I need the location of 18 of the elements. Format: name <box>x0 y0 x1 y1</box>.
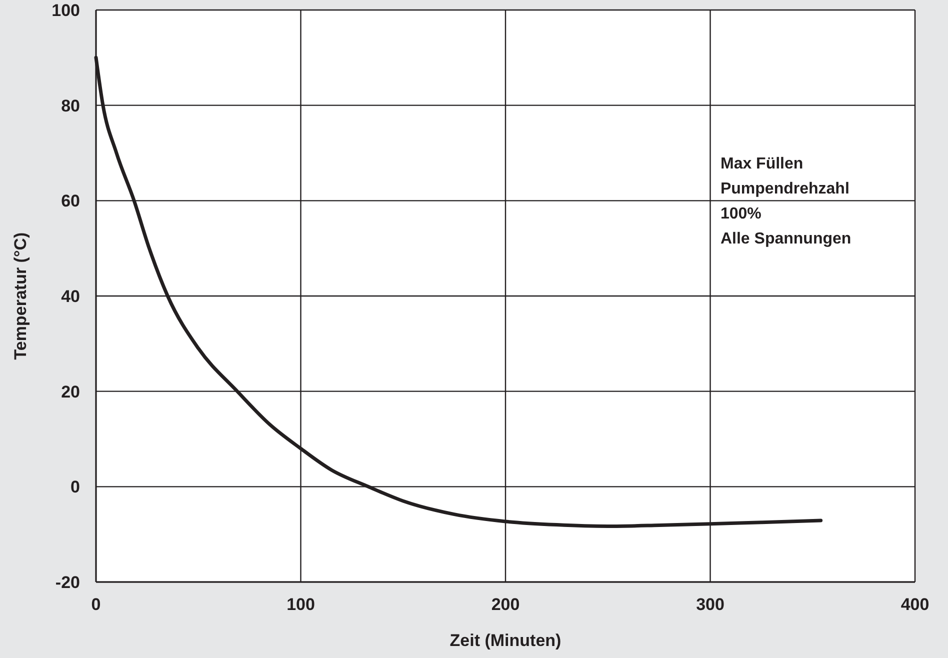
x-tick-label: 300 <box>696 595 724 614</box>
y-tick-label: 40 <box>61 286 80 306</box>
annotation: 100% <box>720 205 762 222</box>
y-tick-label: 20 <box>61 382 80 402</box>
x-tick-label: 100 <box>286 595 315 614</box>
y-tick-label: 60 <box>61 192 80 211</box>
y-tick-label: 0 <box>70 478 80 497</box>
y-tick-label: -20 <box>55 572 80 592</box>
annotation: Alle Spannungen <box>720 230 852 248</box>
y-tick-label: 80 <box>61 96 80 116</box>
x-tick-label: 0 <box>91 595 101 614</box>
x-tick-label: 400 <box>900 595 930 614</box>
y-tick-label: 100 <box>52 0 80 20</box>
x-tick-label: 200 <box>491 595 520 614</box>
annotation: Pumpendrehzahl <box>720 180 850 198</box>
annotation: Max Füllen <box>720 155 804 172</box>
x-axis-title: Zeit (Minuten) <box>450 631 562 650</box>
y-axis-title: Temperatur (°C) <box>11 232 30 360</box>
